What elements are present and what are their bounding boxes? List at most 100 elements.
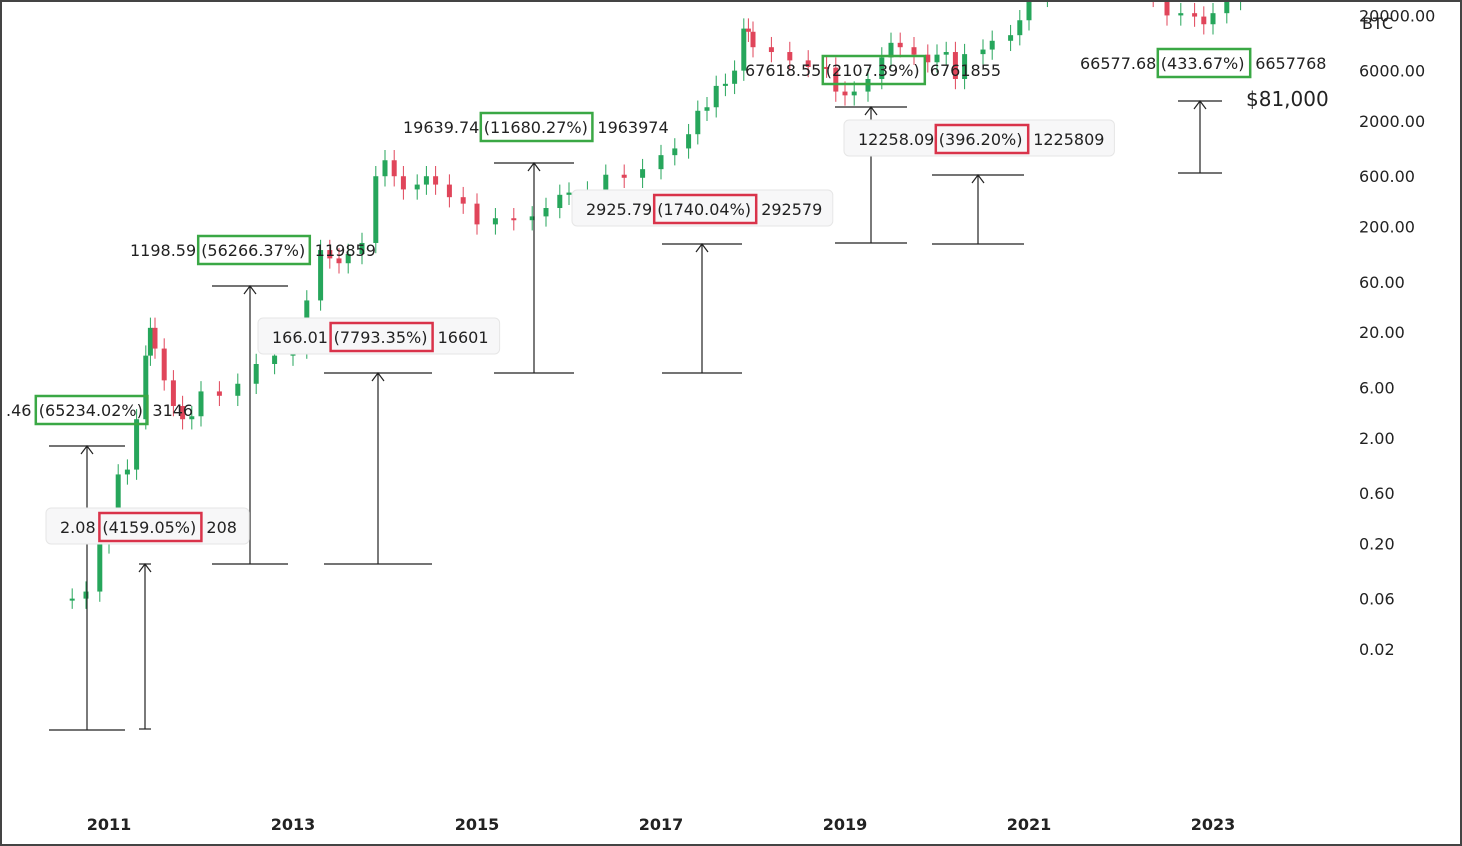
- candle-body: [124, 469, 130, 475]
- candle-body: [1201, 16, 1207, 25]
- candle-body: [414, 184, 420, 190]
- candle-body: [433, 176, 439, 185]
- annotation-end-value: 208: [206, 518, 237, 537]
- annotation-card: [843, 119, 1115, 157]
- y-tick-label: 0.02: [1359, 640, 1395, 659]
- candle-body: [741, 28, 747, 71]
- annotation-start-value: 166.01: [272, 328, 328, 347]
- annotation-pct-box: [98, 511, 203, 543]
- annotation-pct-box: [1156, 47, 1252, 79]
- x-axis: 2011 2013 2015 2017 2019 2021 2023: [87, 815, 1236, 834]
- bracket-arrowhead: [80, 445, 94, 455]
- x-tick-label: 2021: [1007, 815, 1052, 834]
- candle-body: [1008, 35, 1014, 41]
- y-tick-label: 0.06: [1359, 590, 1395, 609]
- y-tick-label: 20.00: [1359, 323, 1405, 342]
- annotation-pct-box: [652, 193, 758, 225]
- annotation-percent: (1740.04%): [657, 200, 751, 219]
- annotation-start-value: 2.08: [60, 518, 96, 537]
- candle-body: [833, 67, 839, 92]
- annotation-end-value: 292579: [761, 200, 822, 219]
- candle-body: [851, 91, 857, 96]
- annotation-start-value: 12258.09: [858, 130, 934, 149]
- bracket-arrowhead: [243, 285, 257, 295]
- candle-body: [69, 598, 75, 601]
- candle-body: [83, 591, 89, 599]
- candle-body: [161, 348, 167, 381]
- price-label: $81,000: [1246, 87, 1329, 111]
- annotation-end-value: 3146: [152, 401, 193, 420]
- candle-body: [745, 28, 751, 32]
- annotation-card: [257, 317, 501, 355]
- candle-body: [557, 194, 563, 209]
- candle-body: [147, 327, 153, 356]
- candle-body: [888, 42, 894, 58]
- annotation-pct-box: [196, 234, 312, 266]
- candle-body: [732, 70, 738, 84]
- candle-body: [253, 364, 259, 384]
- annotation-end-value: 1225809: [1033, 130, 1104, 149]
- annotation-start-value: .46: [6, 401, 31, 420]
- y-tick-label: 6.00: [1359, 378, 1395, 397]
- candle-body: [621, 174, 627, 178]
- candle-body: [134, 419, 140, 470]
- annotation-pct-box: [821, 54, 927, 86]
- candle-body: [373, 176, 379, 243]
- annotation-percent: (396.20%): [939, 130, 1023, 149]
- annotation-end-value: 16601: [438, 328, 489, 347]
- candle-body: [543, 208, 549, 217]
- candle-body: [640, 169, 646, 178]
- candle-body: [805, 60, 811, 67]
- annotation-start-value: 67618.55: [745, 61, 821, 80]
- candle-body: [566, 192, 572, 195]
- candle-body: [980, 49, 986, 55]
- candle-body: [511, 218, 517, 221]
- candle-body: [934, 54, 940, 63]
- bracket-arrowhead: [864, 106, 878, 116]
- candle-body: [115, 474, 121, 518]
- bracket-arrowhead: [138, 563, 152, 573]
- y-tick-label: 60.00: [1359, 273, 1405, 292]
- candle-body: [1164, 2, 1170, 16]
- y-tick-label: 0.60: [1359, 484, 1395, 503]
- candle-body: [345, 254, 351, 264]
- y-tick-label: 6000.00: [1359, 62, 1425, 81]
- annotation-percent: (7793.35%): [334, 328, 428, 347]
- candle-body: [704, 107, 710, 111]
- candle-body: [962, 54, 968, 79]
- annotation-percent: (11680.27%): [484, 118, 588, 137]
- candle-body: [97, 543, 103, 592]
- y-tick-label: 600.00: [1359, 167, 1415, 186]
- annotation-card: [45, 507, 250, 545]
- annotation-end-value: 6761855: [930, 61, 1001, 80]
- candle-body: [686, 134, 692, 149]
- candle-body: [1026, 2, 1032, 21]
- annotation-start-value: 2925.79: [586, 200, 652, 219]
- x-tick-label: 2015: [455, 815, 500, 834]
- candle-body: [327, 250, 333, 259]
- y-tick-label: 2000.00: [1359, 112, 1425, 131]
- annotation-percent: (433.67%): [1161, 54, 1245, 73]
- y-tick-label: 0.20: [1359, 534, 1395, 553]
- annotation-end-value: 119859: [315, 241, 376, 260]
- annotation-pct-box: [34, 394, 149, 426]
- annotation-card: [571, 189, 834, 227]
- annotation-pct-box: [329, 321, 434, 353]
- candle-body: [391, 160, 397, 177]
- candle-body: [672, 148, 678, 156]
- candle-body: [842, 91, 848, 96]
- candle-body: [603, 174, 609, 192]
- annotation-percent: (2107.39%): [826, 61, 920, 80]
- candle-body: [359, 242, 365, 255]
- candle-body: [1224, 2, 1230, 14]
- x-tick-label: 2013: [271, 815, 316, 834]
- candle-body: [460, 197, 466, 204]
- candle-body: [272, 355, 278, 364]
- bracket-arrowhead: [527, 162, 541, 172]
- candle-body: [492, 218, 498, 225]
- candle-body: [943, 52, 949, 55]
- bracket-arrowhead: [971, 174, 985, 184]
- x-tick-label: 2011: [87, 815, 132, 834]
- annotation-pct-box: [479, 111, 594, 143]
